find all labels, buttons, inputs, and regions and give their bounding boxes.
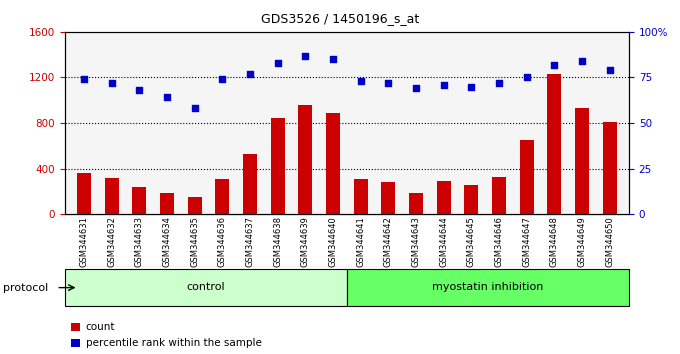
Text: GSM344647: GSM344647 [522,216,531,267]
Bar [299,105,312,214]
Point [272,60,283,66]
Bar [105,178,118,214]
Text: GSM344646: GSM344646 [494,216,503,267]
Bar [437,181,451,214]
Text: GSM344631: GSM344631 [80,216,88,267]
Bar [188,196,201,214]
Text: GSM344642: GSM344642 [384,216,393,267]
Bar [160,193,174,214]
Bar [354,179,368,214]
Point [494,80,505,86]
Point [245,71,256,76]
Text: GSM344632: GSM344632 [107,216,116,267]
Point [328,56,339,62]
Bar [243,154,257,214]
Text: GSM344634: GSM344634 [163,216,171,267]
Text: percentile rank within the sample: percentile rank within the sample [86,338,262,348]
Point [189,105,200,111]
Bar [520,140,534,214]
Text: GSM344637: GSM344637 [245,216,254,267]
Text: GSM344633: GSM344633 [135,216,143,267]
Bar [77,173,91,214]
Text: GSM344641: GSM344641 [356,216,365,267]
Text: GSM344640: GSM344640 [328,216,337,267]
Text: GSM344648: GSM344648 [550,216,559,267]
Bar [575,108,589,214]
Point [355,78,366,84]
Bar [381,182,395,214]
Bar [271,119,284,214]
Bar [65,269,347,306]
Bar [492,177,506,214]
Point [549,62,560,68]
Text: GDS3526 / 1450196_s_at: GDS3526 / 1450196_s_at [261,12,419,25]
Text: GSM344650: GSM344650 [605,216,614,267]
Text: GSM344644: GSM344644 [439,216,448,267]
Point [300,53,311,58]
Text: GSM344643: GSM344643 [411,216,420,267]
Text: myostatin inhibition: myostatin inhibition [432,282,543,292]
Point [466,84,477,89]
Point [106,80,117,86]
Point [383,80,394,86]
Point [78,76,89,82]
Point [577,58,588,64]
Bar [326,113,340,214]
Bar [602,122,617,214]
Bar [409,193,423,214]
Text: GSM344638: GSM344638 [273,216,282,267]
Bar [133,187,146,214]
Text: control: control [186,282,225,292]
Bar [216,179,229,214]
Text: GSM344649: GSM344649 [577,216,586,267]
Text: count: count [86,322,115,332]
Text: GSM344635: GSM344635 [190,216,199,267]
Bar [547,74,561,214]
Bar [347,269,629,306]
Text: GSM344645: GSM344645 [466,216,476,267]
Text: protocol: protocol [3,282,49,293]
Point [411,86,422,91]
Point [134,87,145,93]
Point [438,82,449,87]
Point [605,67,615,73]
Point [521,75,532,80]
Bar [464,184,478,214]
Text: GSM344639: GSM344639 [301,216,310,267]
Point [162,95,173,100]
Point [217,76,228,82]
Text: GSM344636: GSM344636 [218,216,227,267]
